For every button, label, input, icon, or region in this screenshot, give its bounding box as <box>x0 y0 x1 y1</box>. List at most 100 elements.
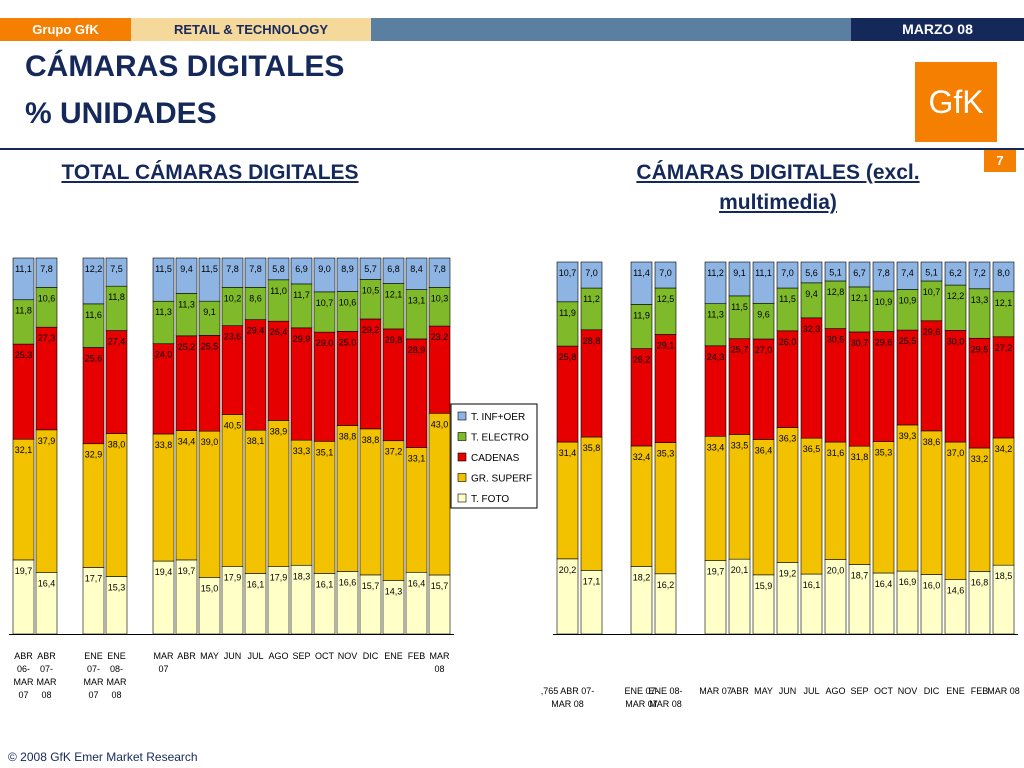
bar-segment-gr-superf <box>105 433 128 577</box>
bar-segment-gr-superf <box>580 436 603 571</box>
data-label-t-electro: 11,8 <box>15 306 32 316</box>
data-label-t-inf-oer: 5,7 <box>364 264 377 274</box>
bar-segment-cadenas <box>944 330 967 443</box>
data-label-gr-superf: 31,6 <box>827 448 845 458</box>
x-tick-label: ABR <box>37 651 56 661</box>
data-label-gr-superf: 33,8 <box>155 440 173 450</box>
data-label-cadenas: 25,8 <box>559 352 577 362</box>
data-label-cadenas: 29,2 <box>362 325 380 335</box>
data-label-cadenas: 23,2 <box>431 332 449 342</box>
data-label-t-inf-oer: 6,7 <box>853 268 866 278</box>
bar-segment-gr-superf <box>824 441 847 560</box>
legend-swatch <box>457 432 467 441</box>
data-label-cadenas: 30,5 <box>827 335 845 345</box>
x-tick-label: ENE <box>946 686 965 696</box>
x-tick-label: JUL <box>803 686 819 696</box>
data-label-gr-superf: 31,4 <box>559 448 577 458</box>
data-label-gr-superf: 38,8 <box>362 435 380 445</box>
date-label: MARZO 08 <box>851 18 1024 41</box>
title-separator <box>0 148 1024 150</box>
data-label-gr-superf: 33,3 <box>293 446 311 456</box>
data-label-t-inf-oer: 11,5 <box>155 264 172 274</box>
data-label-t-foto: 19,7 <box>707 567 725 577</box>
x-tick-label: MAR <box>84 677 105 687</box>
x-tick-label: DIC <box>924 686 940 696</box>
bar-segment-t-inf-oer <box>896 261 919 290</box>
data-label-t-inf-oer: 11,5 <box>201 264 218 274</box>
bar-segment-t-inf-oer <box>992 261 1015 293</box>
bar-segment-t-inf-oer <box>704 261 727 305</box>
bar-segment-gr-superf <box>336 425 359 572</box>
x-tick-label: MAR <box>107 677 128 687</box>
legend-label: CADENAS <box>471 453 520 464</box>
data-label-t-inf-oer: 11,2 <box>707 268 724 278</box>
x-tick-label: 08 <box>434 664 444 674</box>
data-label-t-electro: 10,9 <box>875 297 893 307</box>
bar-segment-gr-superf <box>848 445 871 565</box>
data-label-t-inf-oer: 11,1 <box>15 264 32 274</box>
data-label-t-inf-oer: 5,8 <box>272 264 285 274</box>
data-label-t-electro: 10,7 <box>316 298 334 308</box>
data-label-t-electro: 10,2 <box>224 293 242 303</box>
bar-segment-gr-superf <box>776 427 799 563</box>
data-label-t-inf-oer: 11,1 <box>755 268 772 278</box>
data-label-gr-superf: 32,4 <box>633 452 651 462</box>
data-label-gr-superf: 33,5 <box>731 440 749 450</box>
data-label-t-foto: 18,7 <box>851 570 869 580</box>
bar-segment-gr-superf <box>221 414 244 567</box>
data-label-gr-superf: 43,0 <box>431 419 449 429</box>
bar-segment-cadenas <box>580 329 603 438</box>
data-label-t-foto: 19,2 <box>779 569 797 579</box>
data-label-cadenas: 24,3 <box>707 352 725 362</box>
data-label-t-foto: 14,3 <box>385 586 403 596</box>
data-label-cadenas: 25,2 <box>178 342 196 352</box>
page-title: CÁMARAS DIGITALES <box>25 50 345 83</box>
bar-segment-t-inf-oer <box>920 261 943 282</box>
x-tick-label: AGO <box>268 651 288 661</box>
data-label-t-inf-oer: 8,9 <box>341 264 354 274</box>
data-label-t-electro: 12,1 <box>385 290 403 300</box>
bar-segment-gr-superf <box>35 429 58 573</box>
data-label-cadenas: 30,0 <box>947 336 965 346</box>
data-label-t-electro: 12,5 <box>657 294 675 304</box>
x-tick-label: 07 <box>18 690 28 700</box>
data-label-t-inf-oer: 7,0 <box>659 268 672 278</box>
data-label-t-foto: 20,1 <box>731 565 749 575</box>
data-label-t-inf-oer: 10,7 <box>559 268 577 278</box>
x-tick-label: MAR <box>154 651 175 661</box>
x-tick-label: 08 <box>41 690 51 700</box>
data-label-gr-superf: 39,3 <box>899 431 917 441</box>
data-label-t-electro: 11,5 <box>779 294 796 304</box>
data-label-t-inf-oer: 7,4 <box>901 268 914 278</box>
chart-title-excl-multimedia: CÁMARAS DIGITALES (excl. multimedia) <box>636 161 920 214</box>
data-label-t-foto: 18,3 <box>293 571 311 581</box>
x-tick-label: 07- <box>87 664 100 674</box>
x-tick-label: MAR 07 <box>699 686 732 696</box>
x-tick-label: MAR 07 <box>625 699 658 709</box>
data-label-t-foto: 15,3 <box>108 582 126 592</box>
data-label-t-electro: 10,7 <box>923 287 941 297</box>
x-tick-label: ENE 07- <box>624 686 658 696</box>
data-label-cadenas: 25,6 <box>85 353 103 363</box>
bar-segment-t-inf-oer <box>198 257 221 302</box>
bar-segment-gr-superf <box>405 447 428 573</box>
data-label-t-foto: 15,7 <box>362 581 380 591</box>
bar-segment-gr-superf <box>152 433 175 562</box>
bar-segment-gr-superf <box>12 438 35 561</box>
bar-segment-gr-superf <box>944 441 967 580</box>
bar-segment-gr-superf <box>872 441 895 574</box>
x-tick-label: AGO <box>825 686 845 696</box>
bar-segment-gr-superf <box>556 441 579 560</box>
data-label-cadenas: 25,3 <box>15 350 33 360</box>
bar-segment-cadenas <box>359 318 382 430</box>
x-tick-label: JUN <box>779 686 797 696</box>
data-label-cadenas: 29,6 <box>875 338 893 348</box>
data-label-t-electro: 13,3 <box>971 295 989 305</box>
page-number: 7 <box>984 150 1016 172</box>
data-label-cadenas: 25,7 <box>731 345 749 355</box>
bar-segment-gr-superf <box>428 412 451 576</box>
data-label-t-electro: 10,5 <box>362 285 380 295</box>
bar-segment-t-inf-oer <box>105 257 128 287</box>
data-label-t-electro: 11,0 <box>270 286 287 296</box>
